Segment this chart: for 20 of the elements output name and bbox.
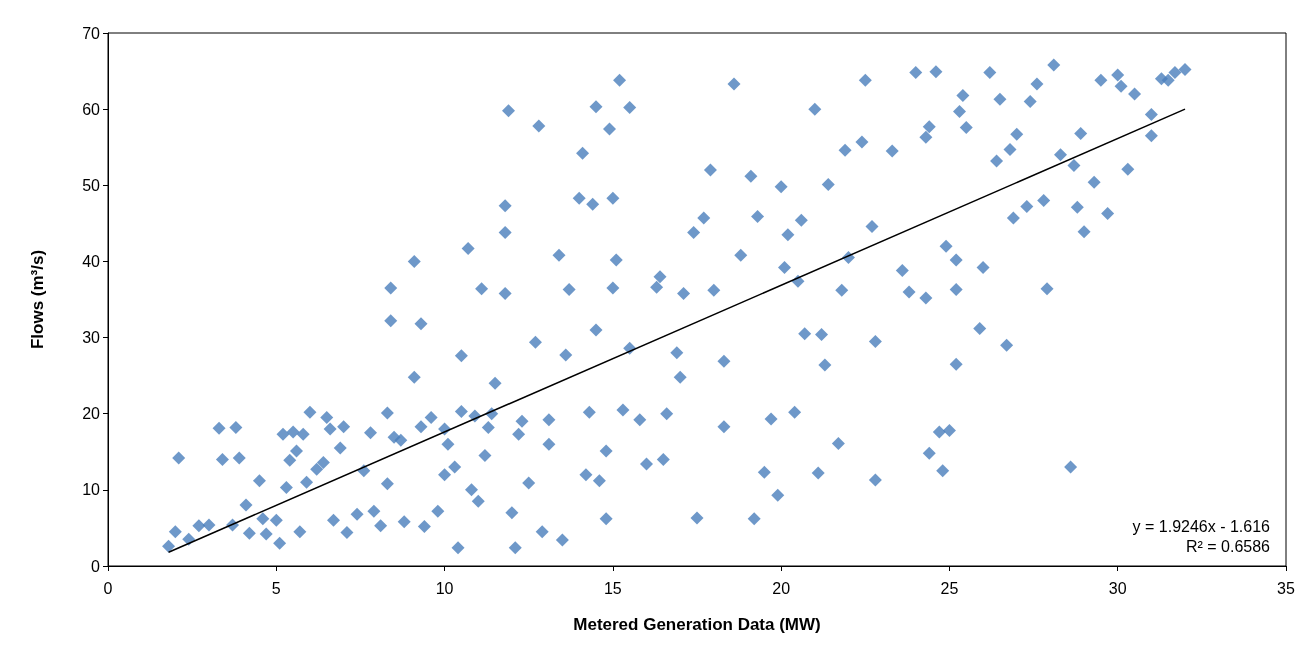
annotation: R² = 0.6586	[1185, 537, 1271, 555]
y-tick-label: 60	[82, 100, 101, 118]
annotation: y = 1.9246x - 1.616	[1132, 517, 1271, 535]
y-tick-label: 10	[82, 481, 101, 499]
x-tick-label: 10	[435, 579, 454, 597]
y-tick-label: 50	[82, 176, 101, 194]
x-tick-label: 35	[1277, 579, 1295, 597]
x-tick-label: 0	[103, 579, 113, 597]
x-axis-title: Metered Generation Data (MW)	[573, 615, 821, 634]
y-tick-label: 0	[91, 557, 101, 575]
y-axis-title: Flows (m³/s)	[28, 249, 47, 350]
y-tick-label: 40	[82, 252, 101, 270]
y-tick-label: 20	[82, 405, 101, 423]
x-tick-label: 20	[772, 579, 791, 597]
x-tick-label: 30	[1108, 579, 1127, 597]
x-tick-label: 25	[940, 579, 959, 597]
y-tick-label: 70	[82, 24, 101, 42]
x-tick-label: 15	[603, 579, 622, 597]
x-tick-label: 5	[271, 579, 281, 597]
y-tick-label: 30	[82, 329, 101, 347]
